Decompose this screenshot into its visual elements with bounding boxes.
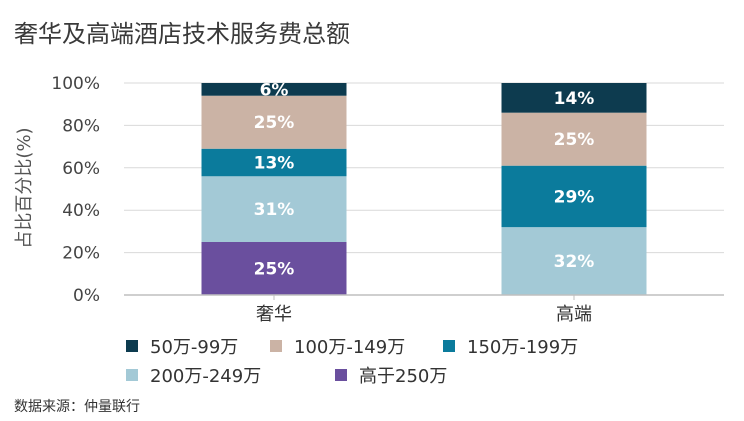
- data-label: 25%: [254, 113, 295, 133]
- bar-segment: [201, 95, 347, 149]
- legend-item: 200万-249万: [126, 363, 261, 387]
- legend-item: 高于250万: [335, 363, 447, 387]
- bar-segment: [201, 242, 347, 295]
- data-label: 31%: [254, 200, 295, 220]
- legend-swatch: [270, 340, 282, 352]
- stacked-bar-chart: 占比百分比(%) 25% 31% 13% 25% 6% 32% 29% 25% 14% 0% 20…: [14, 74, 724, 325]
- legend-swatch: [335, 369, 347, 381]
- y-tick-label: 80%: [62, 116, 100, 136]
- bar-segment: [501, 227, 647, 295]
- y-axis-label: 占比百分比(%): [14, 127, 35, 248]
- bar-segment: [201, 148, 347, 177]
- bar-segment: [201, 83, 347, 96]
- data-label: 25%: [254, 260, 295, 280]
- legend-swatch: [126, 340, 138, 352]
- data-label: 25%: [554, 130, 595, 150]
- legend-swatch: [126, 369, 138, 381]
- bar-segment: [201, 176, 347, 242]
- legend-item: 150万-199万: [443, 334, 578, 358]
- data-label: 14%: [554, 89, 595, 109]
- y-tick-label: 40%: [62, 201, 100, 221]
- bar-segment: [501, 112, 647, 166]
- legend-swatch: [443, 340, 455, 352]
- data-label: 13%: [254, 154, 295, 174]
- data-label: 29%: [554, 187, 595, 207]
- x-tick-label: 奢华: [256, 304, 292, 325]
- source-note: 数据来源：仲量联行: [14, 399, 140, 415]
- bar-segment: [501, 83, 647, 113]
- y-tick-label: 20%: [62, 244, 100, 264]
- legend-label: 100万-149万: [294, 337, 406, 358]
- legend-label: 200万-249万: [150, 366, 262, 387]
- data-label: 6%: [260, 80, 289, 100]
- data-label: 32%: [554, 252, 595, 272]
- y-tick-label: 100%: [51, 74, 100, 94]
- chart-title: 奢华及高端酒店技术服务费总额: [14, 20, 350, 48]
- legend-label: 50万-99万: [150, 337, 239, 358]
- legend-item: 100万-149万: [270, 334, 405, 358]
- legend-label: 150万-199万: [467, 337, 579, 358]
- y-tick-label: 60%: [62, 159, 100, 179]
- y-tick-label: 0%: [73, 286, 100, 306]
- x-tick-label: 高端: [556, 304, 592, 325]
- legend-item: 50万-99万: [126, 334, 238, 358]
- bar-segment: [501, 165, 647, 228]
- legend-label: 高于250万: [359, 366, 448, 387]
